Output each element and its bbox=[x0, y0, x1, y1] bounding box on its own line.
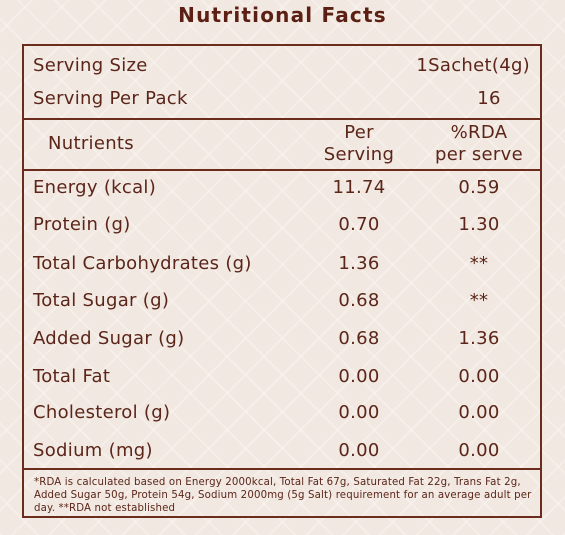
nutrition-panel: Serving Size 1Sachet(4g) Serving Per Pac… bbox=[22, 44, 542, 518]
per-serving-value: 0.68 bbox=[338, 290, 380, 311]
rda-header: %RDA per serve bbox=[419, 122, 539, 166]
nutrient-name: Energy (kcal) bbox=[33, 177, 157, 198]
nutrient-name: Total Sugar (g) bbox=[33, 290, 170, 311]
divider bbox=[24, 169, 540, 171]
rda-value: 0.59 bbox=[458, 177, 500, 198]
divider bbox=[24, 468, 540, 470]
per-serving-value: 11.74 bbox=[332, 177, 386, 198]
rda-value: ** bbox=[469, 290, 489, 311]
per-serving-header-line1: Per bbox=[344, 122, 374, 143]
per-serving-value: 0.00 bbox=[338, 366, 380, 387]
nutrient-name: Total Carbohydrates (g) bbox=[33, 253, 252, 274]
rda-value: 1.36 bbox=[458, 328, 500, 349]
nutrient-name: Protein (g) bbox=[33, 214, 131, 235]
rda-value: ** bbox=[469, 253, 489, 274]
nutrient-name: Sodium (mg) bbox=[33, 440, 153, 461]
rda-value: 1.30 bbox=[458, 214, 500, 235]
rda-value: 0.00 bbox=[458, 440, 500, 461]
serving-per-pack-value: 16 bbox=[477, 88, 501, 109]
table-header: Nutrients Per Serving %RDA per serve bbox=[24, 122, 540, 168]
serving-per-pack-label: Serving Per Pack bbox=[33, 88, 188, 109]
per-serving-header-line2: Serving bbox=[323, 144, 395, 165]
rda-value: 0.00 bbox=[458, 366, 500, 387]
divider bbox=[24, 118, 540, 120]
per-serving-value: 1.36 bbox=[338, 253, 380, 274]
per-serving-value: 0.00 bbox=[338, 402, 380, 423]
serving-size-label: Serving Size bbox=[33, 55, 148, 76]
per-serving-value: 0.68 bbox=[338, 328, 380, 349]
rda-value: 0.00 bbox=[458, 402, 500, 423]
per-serving-value: 0.70 bbox=[338, 214, 380, 235]
rda-header-line2: per serve bbox=[435, 144, 523, 165]
nutrient-name: Cholesterol (g) bbox=[33, 402, 171, 423]
serving-size-value: 1Sachet(4g) bbox=[416, 55, 530, 76]
rda-header-line1: %RDA bbox=[450, 122, 508, 143]
page-title: Nutritional Facts bbox=[178, 3, 387, 27]
nutrient-name: Added Sugar (g) bbox=[33, 328, 185, 349]
nutrients-header: Nutrients bbox=[48, 133, 134, 154]
per-serving-header: Per Serving bbox=[289, 122, 429, 166]
nutrient-name: Total Fat bbox=[33, 366, 111, 387]
per-serving-value: 0.00 bbox=[338, 440, 380, 461]
footnote: *RDA is calculated based on Energy 2000k… bbox=[34, 477, 532, 514]
